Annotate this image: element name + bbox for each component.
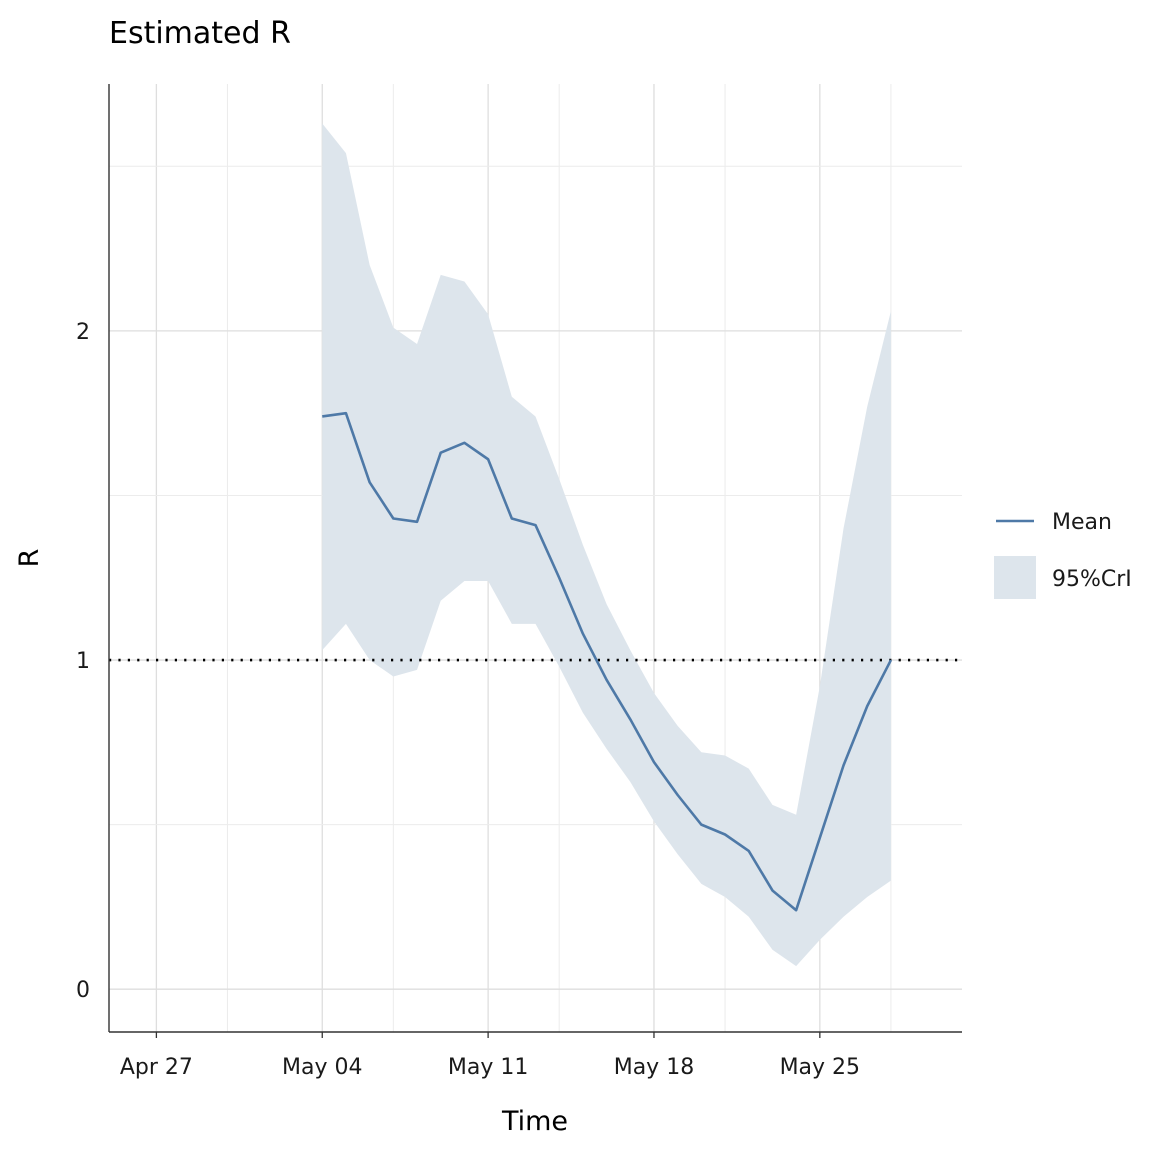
x-tick-label: May 25 [780, 1055, 860, 1080]
credible-interval-band [322, 123, 891, 967]
y-tick-label: 0 [76, 978, 90, 1003]
legend-band-label: 95%CrI [1052, 567, 1132, 592]
legend-mean-label: Mean [1052, 510, 1112, 535]
line-layer [322, 411, 893, 912]
x-tick-label: May 11 [448, 1055, 528, 1080]
y-tick-label: 2 [76, 320, 90, 345]
legend: Mean 95%CrI [994, 510, 1132, 599]
x-tick-label: May 18 [614, 1055, 694, 1080]
legend-band-swatch [994, 556, 1036, 599]
mean-line [322, 411, 893, 912]
y-tick-label: 1 [76, 649, 90, 674]
tick-labels: Apr 27 May 04 May 11 May 18 May 25 0 1 2 [76, 320, 860, 1080]
x-axis-label: Time [501, 1106, 568, 1137]
x-tick-label: May 04 [282, 1055, 362, 1080]
chart-title: Estimated R [109, 16, 291, 51]
y-axis-label: R [14, 549, 45, 568]
x-tick-label: Apr 27 [120, 1055, 193, 1080]
band-layer [322, 123, 891, 967]
